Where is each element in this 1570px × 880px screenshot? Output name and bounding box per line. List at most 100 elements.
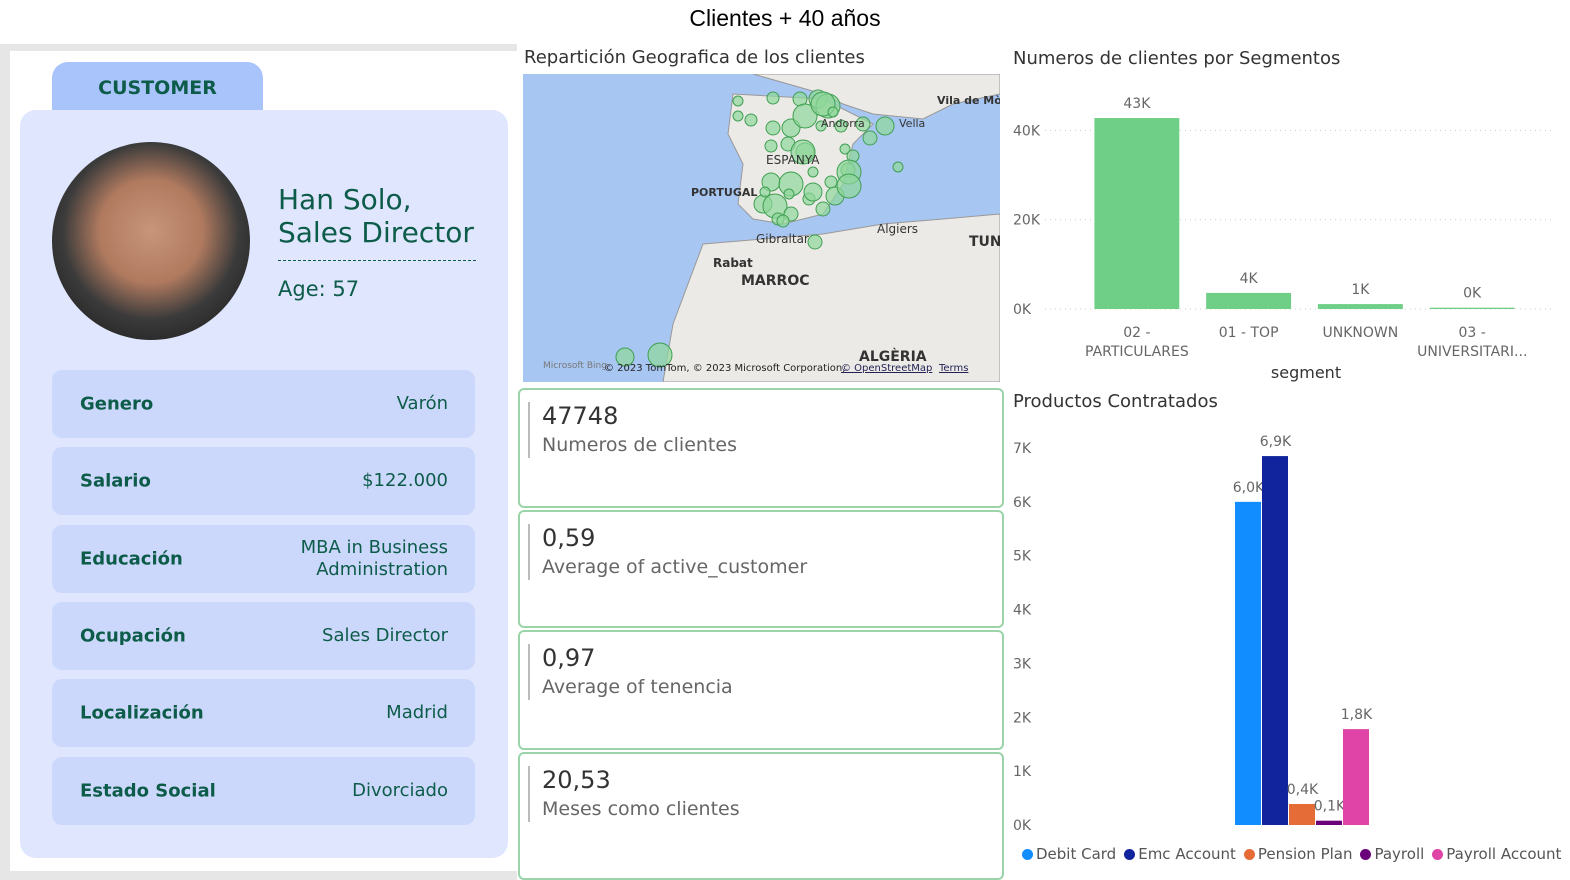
map-label: Algiers xyxy=(877,222,918,236)
field-row: Educación MBA in Business Administration xyxy=(52,525,475,593)
map-logo: Microsoft Bing xyxy=(543,361,607,371)
divider xyxy=(278,260,476,261)
kpi-label: Average of active_customer xyxy=(542,556,808,578)
kpi-value: 0,59 xyxy=(542,524,596,552)
map-terms: Terms xyxy=(938,363,968,374)
map-label: MARROC xyxy=(741,273,810,289)
customer-age: Age: 57 xyxy=(278,277,360,301)
legend-swatch xyxy=(1124,849,1136,860)
x-tick-label: 03 - UNIVERSITARI... xyxy=(1417,325,1528,360)
x-axis-title: segment xyxy=(1271,363,1341,382)
map-bubble xyxy=(776,214,790,228)
data-label: 6,9K xyxy=(1260,434,1292,450)
bar xyxy=(1094,118,1180,309)
kpi-label: Meses como clientes xyxy=(542,798,740,820)
map-bubble xyxy=(807,166,819,178)
kpi-card: 47748 Numeros de clientes xyxy=(518,388,1004,508)
y-tick-label: 6K xyxy=(1013,495,1032,511)
field-row: Ocupación Sales Director xyxy=(52,602,475,670)
y-tick-label: 40K xyxy=(1013,123,1041,139)
map-bubble xyxy=(783,188,795,200)
map-bubble xyxy=(839,143,851,155)
map-label: Gibraltar xyxy=(756,232,809,246)
x-tick-label: 02 - PARTICULARES xyxy=(1085,325,1189,360)
kpi-accent xyxy=(528,644,530,700)
map-bubble xyxy=(815,201,831,217)
map-bubble xyxy=(732,95,744,107)
x-tick-label: UNKNOWN xyxy=(1322,325,1399,341)
field-value: $122.000 xyxy=(362,470,448,491)
data-label: 1,8K xyxy=(1341,707,1373,723)
field-value: Divorciado xyxy=(352,780,448,801)
bar xyxy=(1262,456,1288,825)
field-label: Educación xyxy=(80,548,183,570)
legend: Debit Card Emc Account Pension Plan Payroll… xyxy=(1022,845,1561,863)
bar xyxy=(1429,307,1515,309)
map-bubble xyxy=(834,119,848,133)
y-tick-label: 20K xyxy=(1013,213,1041,229)
field-label: Localización xyxy=(80,702,204,724)
map-bubble xyxy=(803,182,823,202)
kpi-value: 0,97 xyxy=(542,644,596,672)
legend-swatch xyxy=(1360,849,1372,860)
kpi-value: 20,53 xyxy=(542,766,611,794)
data-label: 0K xyxy=(1463,286,1482,302)
customer-name: Han Solo, xyxy=(278,183,412,216)
map-bubble xyxy=(790,139,816,165)
map-bubble xyxy=(647,342,673,368)
bar xyxy=(1343,729,1369,825)
data-label: 1K xyxy=(1351,282,1370,298)
data-label: 4K xyxy=(1240,271,1259,287)
bar xyxy=(1317,304,1403,309)
field-label: Estado Social xyxy=(80,780,216,802)
kpi-label: Numeros de clientes xyxy=(542,434,737,456)
bar xyxy=(1235,501,1261,825)
legend-swatch xyxy=(1243,849,1255,860)
field-value: Madrid xyxy=(386,702,448,723)
chart-title: Productos Contratados xyxy=(1013,391,1218,412)
bar xyxy=(1206,292,1292,309)
chart-title: Numeros de clientes por Segmentos xyxy=(1013,48,1340,69)
field-value: Varón xyxy=(396,393,448,414)
data-label: 0,1K xyxy=(1314,799,1346,815)
map-osm: © OpenStreetMap xyxy=(841,363,932,374)
map-label: Andorra xyxy=(821,117,865,130)
map-bubble xyxy=(759,186,771,198)
data-label: 43K xyxy=(1123,96,1151,112)
y-tick-label: 0K xyxy=(1013,818,1032,834)
y-tick-label: 4K xyxy=(1013,603,1032,619)
map-label: PORTUGAL xyxy=(691,186,757,199)
page-title: Clientes + 40 años xyxy=(689,5,881,31)
map-bubble xyxy=(732,110,744,122)
kpi-value: 47748 xyxy=(542,402,619,430)
legend-swatch xyxy=(1022,849,1033,860)
legend-label: Payroll Account xyxy=(1446,845,1562,863)
field-value: Sales Director xyxy=(322,625,448,646)
kpi-label: Average of tenencia xyxy=(542,676,733,698)
map-bubble xyxy=(764,139,778,153)
field-row: Localización Madrid xyxy=(52,679,475,747)
legend-label: Pension Plan xyxy=(1257,845,1353,863)
kpi-accent xyxy=(528,524,530,580)
data-label: 6,0K xyxy=(1233,480,1265,496)
x-tick-label: 01 - TOP xyxy=(1218,325,1279,341)
data-label: 0,4K xyxy=(1287,782,1319,798)
map-label: TUN xyxy=(969,234,1000,250)
map-bubble xyxy=(615,347,635,367)
field-row: Estado Social Divorciado xyxy=(52,757,475,825)
legend-item: Debit Card xyxy=(1022,845,1116,863)
map: PORTUGAL ESPANYA Andorra Vila de Mònaco Vell… xyxy=(523,74,1000,382)
field-row: Salario $122.000 xyxy=(52,447,475,515)
map-bubble xyxy=(855,116,871,132)
field-label: Salario xyxy=(80,470,151,492)
map-bubble xyxy=(807,234,823,250)
map-bubble xyxy=(862,130,878,146)
y-tick-label: 5K xyxy=(1013,549,1032,565)
bar xyxy=(1316,820,1342,825)
map-label: ESPANYA xyxy=(766,153,820,167)
y-tick-label: 7K xyxy=(1013,441,1032,457)
y-tick-label: 0K xyxy=(1013,302,1032,318)
profile-photo xyxy=(52,142,250,340)
